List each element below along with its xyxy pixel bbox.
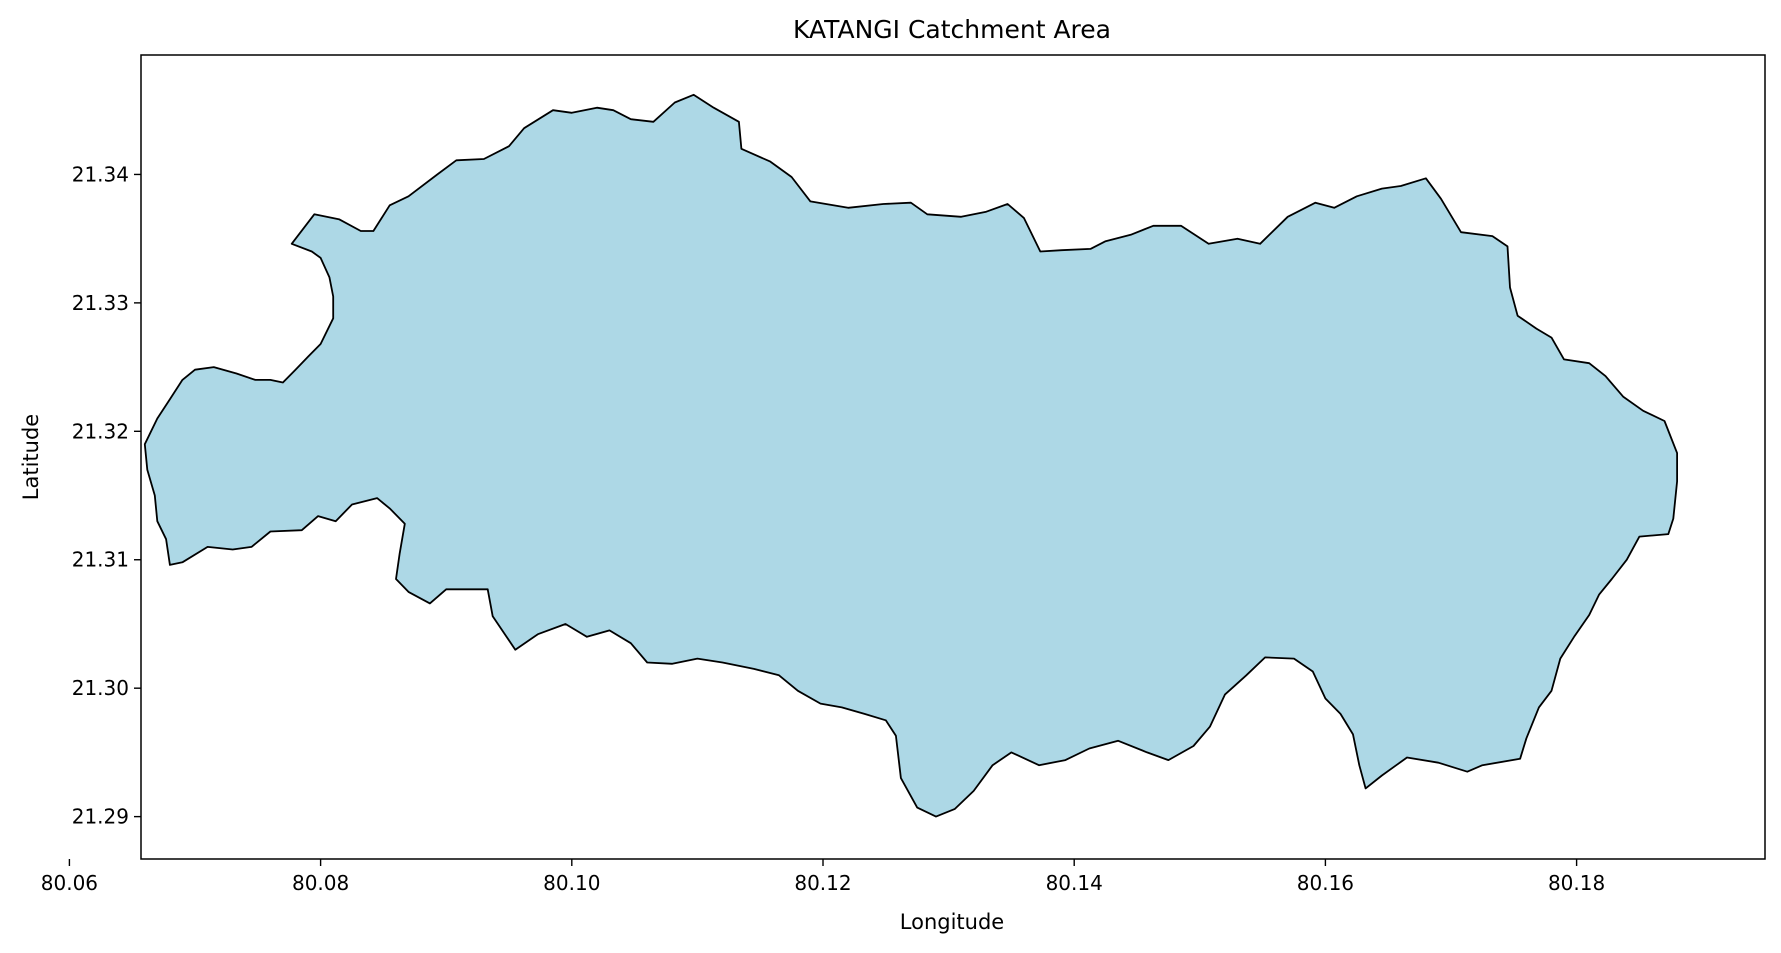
x-axis-ticks: 80.06 80.08 80.10 80.12 80.14 80.16 80.18 <box>41 859 1605 895</box>
map-title: KATANGI Catchment Area <box>793 15 1111 44</box>
y-axis-ticks: 21.29 21.30 21.31 21.32 21.33 21.34 <box>72 162 141 829</box>
y-tick-label: 21.29 <box>72 805 129 829</box>
y-tick-label: 21.30 <box>72 676 129 700</box>
x-tick-label: 80.08 <box>292 871 349 895</box>
catchment-polygon <box>143 93 1678 818</box>
y-tick-label: 21.33 <box>72 291 129 315</box>
axes-frame <box>140 54 1766 860</box>
x-tick-label: 80.14 <box>1046 871 1103 895</box>
plot-area <box>140 54 1766 860</box>
y-tick-label: 21.31 <box>72 548 129 572</box>
y-tick-label: 21.34 <box>72 162 129 186</box>
x-tick-label: 80.16 <box>1297 871 1354 895</box>
x-axis-label: Longitude <box>900 910 1004 934</box>
y-axis-label: Latitude <box>19 414 43 500</box>
x-tick-label: 80.12 <box>794 871 851 895</box>
x-tick-label: 80.06 <box>41 871 98 895</box>
x-tick-label: 80.10 <box>543 871 600 895</box>
y-tick-label: 21.32 <box>72 419 129 443</box>
x-tick-label: 80.18 <box>1548 871 1605 895</box>
